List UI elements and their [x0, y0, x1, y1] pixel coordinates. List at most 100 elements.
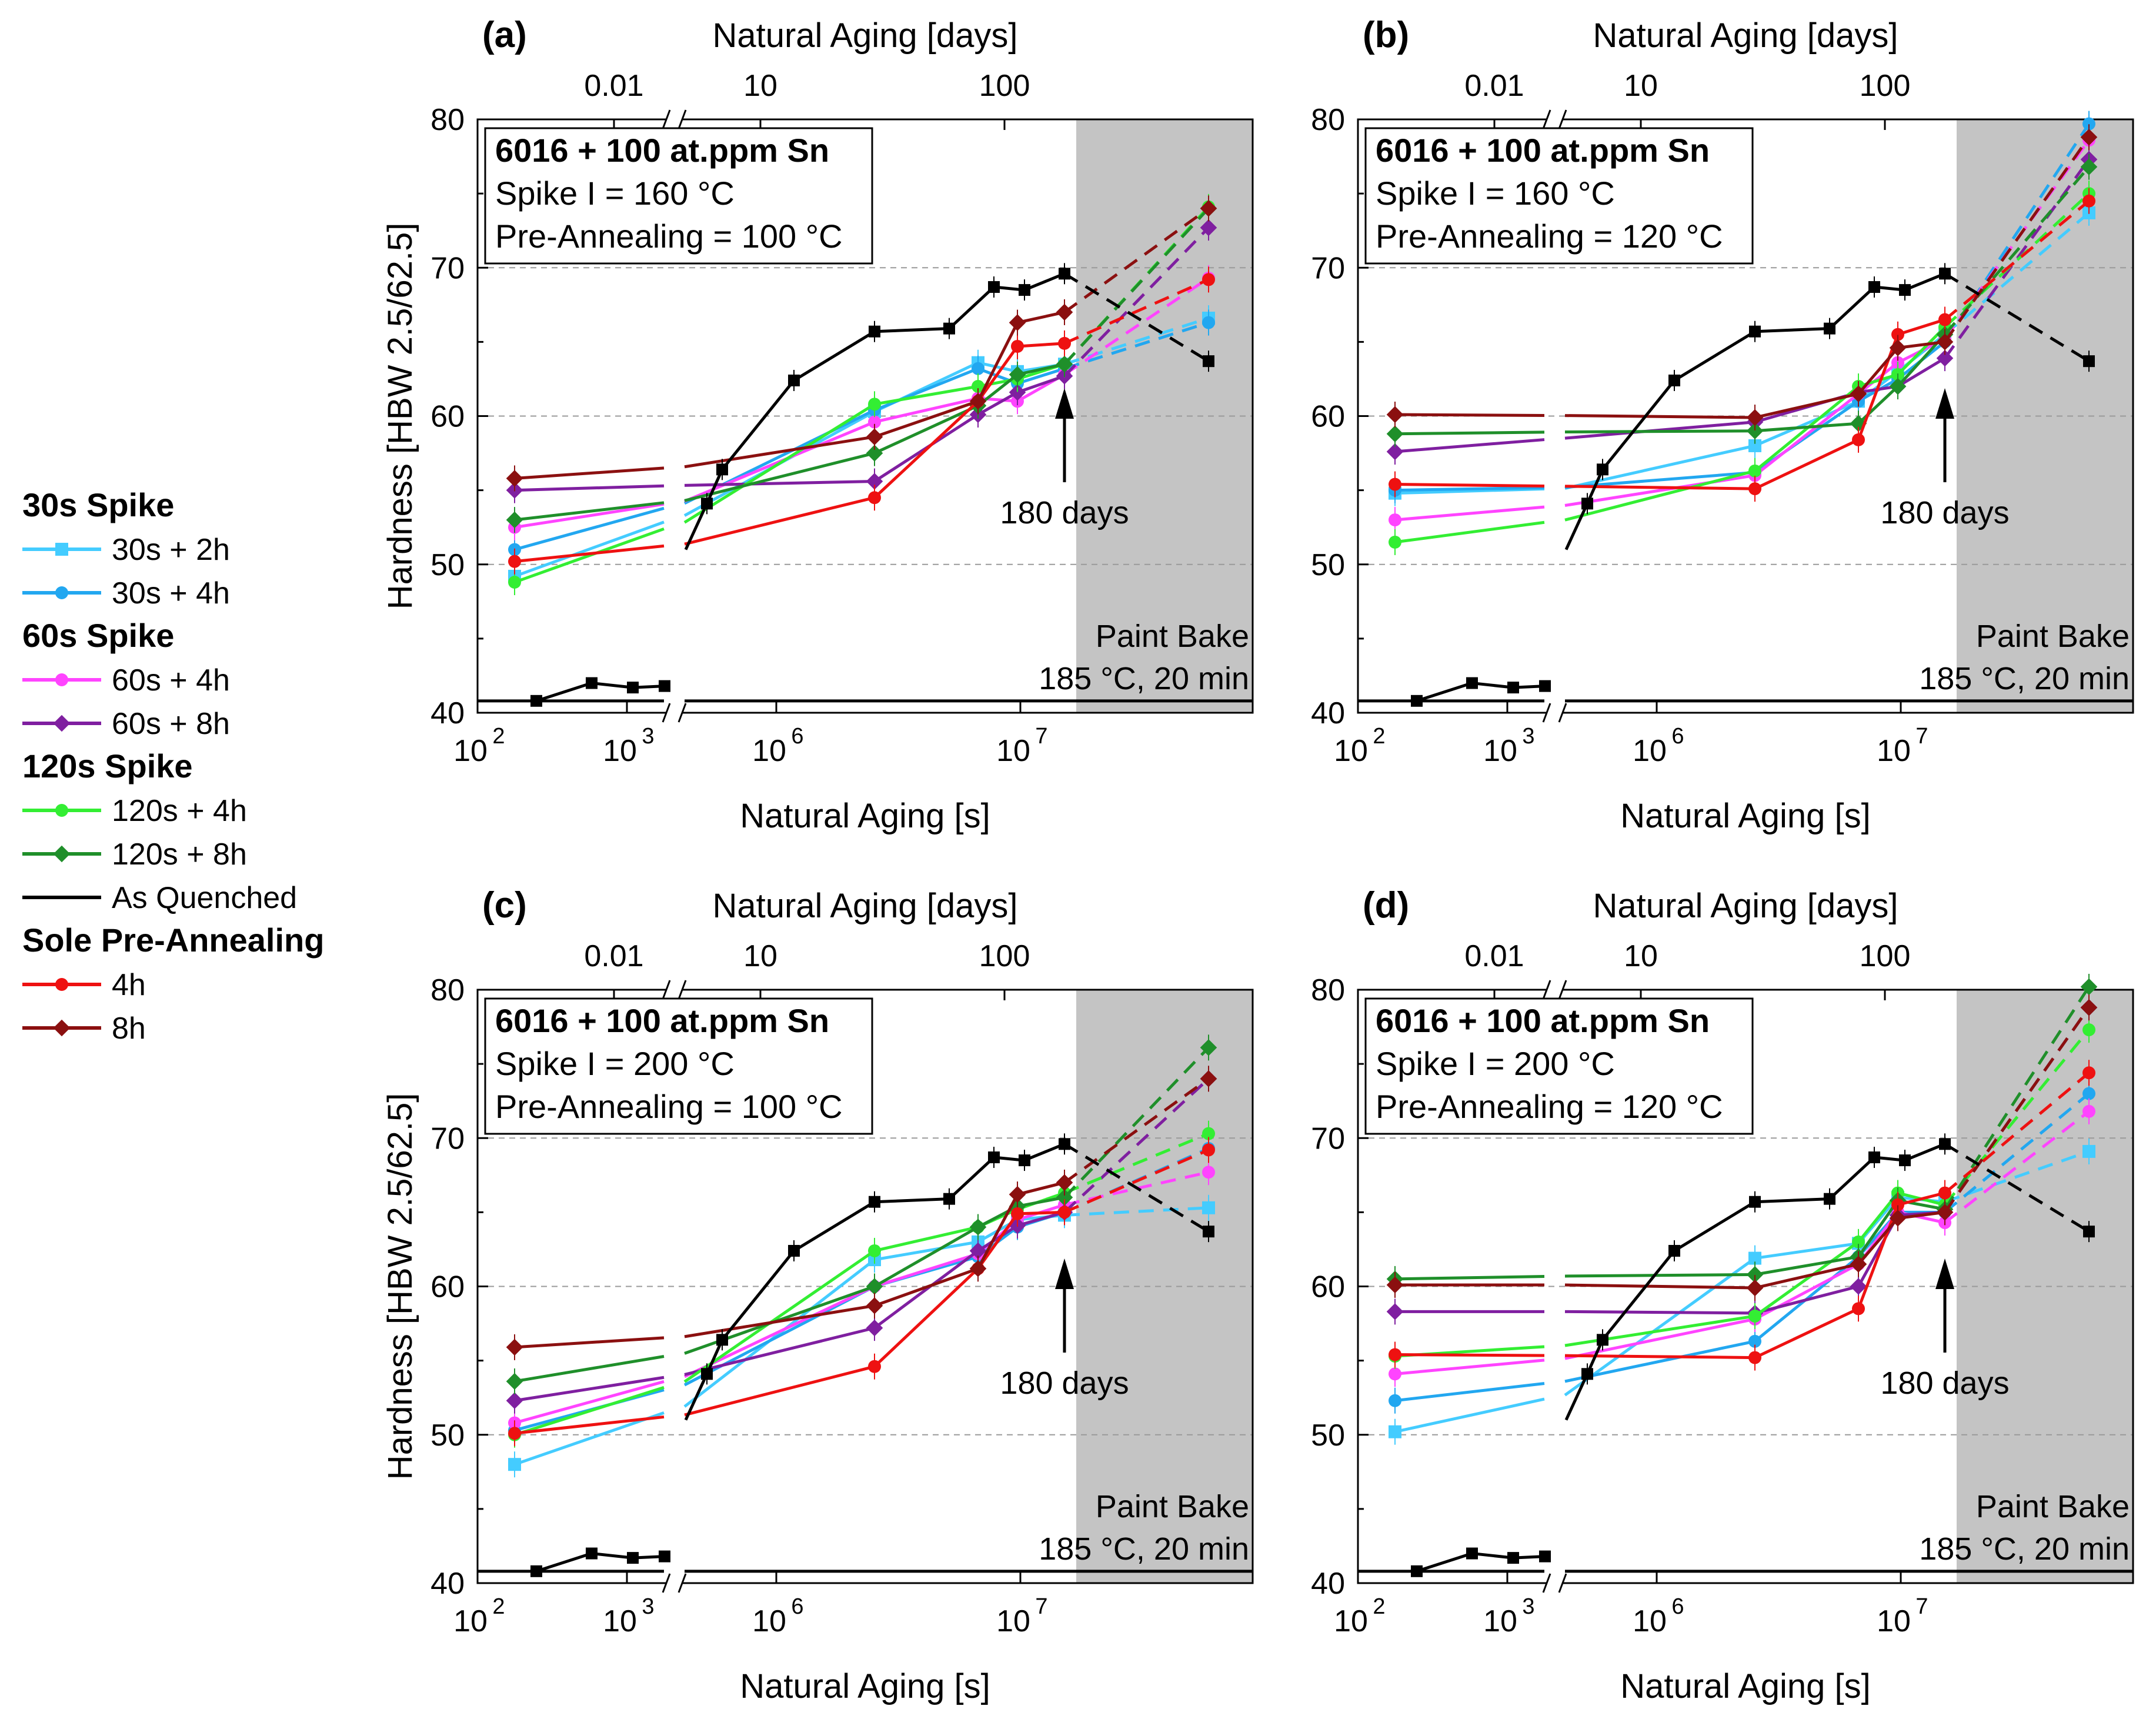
series-6: [1389, 1060, 2095, 1371]
info-box-preanneal: Pre-Annealing = 120 °C: [1376, 1088, 1723, 1125]
aq-main-line-7: [1063, 272, 1210, 363]
aq-early-line-0: [1416, 1552, 1473, 1573]
top-tick-label-0: 0.01: [1464, 69, 1524, 103]
legend-label-2-0: 120s + 4h: [112, 794, 247, 828]
legend-label-3-1: 8h: [112, 1011, 146, 1046]
aq-early-point-3: [659, 1550, 670, 1563]
aq-main-point-4: [1824, 1193, 1835, 1205]
y-tick-label-4: 80: [430, 103, 465, 137]
series-line-4-6: [1897, 318, 1945, 336]
series-point-0-6: [2082, 1144, 2095, 1158]
aq-main-line-3: [874, 1197, 950, 1204]
series-line-dashed-3: [1063, 226, 1210, 378]
series-point-2-2: [868, 415, 881, 429]
legend-group-title-2: 120s Spike: [22, 747, 193, 784]
top-tick-label-2: 100: [1860, 939, 1911, 973]
series-line-2-7: [1754, 392, 1859, 419]
series-point-1-0: [1389, 1394, 1401, 1407]
series-line-a-1: [514, 506, 665, 551]
series-line-b-0: [683, 1258, 876, 1408]
x-tick-label-base-1: 10: [603, 734, 637, 768]
series-point-5-2: [866, 445, 883, 462]
arrow-label: 180 days: [1000, 1366, 1129, 1401]
series-line-2-5: [873, 404, 979, 455]
axis-break-mark-top-1: [677, 109, 687, 129]
y-tick-label-3: 70: [1311, 1121, 1345, 1156]
aq-main-line-3: [1754, 327, 1830, 333]
series-line-dashed-6: [1064, 1149, 1209, 1214]
aq-rise-line: [684, 503, 709, 550]
aq-main-point-6: [1899, 1154, 1911, 1167]
axis-break-mark-bottom-0: [1542, 1573, 1551, 1593]
series-point-1-2: [1748, 1334, 1761, 1348]
series-line-a-6: [1394, 1353, 1545, 1357]
series-line-2-6: [873, 400, 979, 499]
x-tick-label-base-3: 10: [1877, 1604, 1911, 1638]
series-point-4-0: [1389, 535, 1401, 549]
top-tick-label-1: 10: [743, 939, 777, 973]
series-point-5-6: [2080, 158, 2098, 176]
series-point-7-2: [1746, 409, 1764, 426]
x-tick-label-base-2: 10: [752, 1604, 786, 1638]
series-point-2-6: [2082, 1104, 2095, 1118]
axis-break-mark-top-0: [662, 109, 671, 129]
series-line-dashed-3: [1063, 1077, 1210, 1214]
series-point-6-0: [508, 1427, 521, 1440]
paint-bake-label-2: 185 °C, 20 min: [1039, 1531, 1249, 1567]
arrow-head: [1055, 388, 1074, 419]
aq-rise-line: [1564, 503, 1589, 550]
y-tick-label-3: 70: [430, 251, 465, 285]
y-tick-label-1: 50: [430, 548, 465, 582]
axis-break-mark-bottom-1: [1558, 703, 1567, 723]
series-point-6-0: [1389, 1348, 1401, 1361]
series-line-dashed-1: [1943, 123, 2091, 343]
info-box-spike: Spike I = 200 °C: [495, 1045, 735, 1082]
y-tick-label-4: 80: [430, 973, 465, 1007]
x-tick-label-base-3: 10: [1877, 734, 1911, 768]
series-line-2-7: [874, 1267, 979, 1307]
series-line-a-1: [1394, 486, 1545, 492]
axis-break-mark-bottom-0: [662, 1573, 671, 1593]
arrow-head: [1055, 1258, 1074, 1289]
legend-label-0-1: 30s + 4h: [112, 576, 230, 610]
series-line-b-6: [1564, 485, 1755, 490]
series-line-dashed-7: [1943, 1006, 2091, 1213]
top-axis-title: Natural Aging [days]: [1593, 887, 1898, 925]
arrow-head: [1935, 388, 1954, 419]
aq-early-point-0: [530, 695, 542, 707]
series-line-b-7: [684, 435, 875, 469]
aq-main-line-7: [1944, 1143, 2090, 1233]
series-point-0-6: [1202, 1201, 1215, 1214]
series-line-4-7: [1017, 1181, 1065, 1196]
aq-main-point-8: [1203, 355, 1214, 368]
x-tick-label-exp-0: 2: [1373, 724, 1385, 749]
series-7: [1386, 124, 2098, 431]
aq-main-line-6: [1024, 1143, 1065, 1162]
series-point-4-0: [508, 576, 521, 589]
top-tick-label-0: 0.01: [584, 939, 643, 973]
series-point-7-3: [1850, 1256, 1867, 1273]
series-line-2-5: [1754, 422, 1859, 433]
aq-early-point-3: [1539, 680, 1551, 692]
series-point-4-2: [868, 1244, 881, 1257]
series-line-4-5: [1017, 1196, 1065, 1208]
series-6: [508, 266, 1215, 575]
aq-main-line-3: [1754, 1197, 1830, 1204]
series-line-3-6: [976, 1213, 1019, 1270]
series-line-dashed-2: [1063, 276, 1210, 376]
series-point-6-2: [1748, 1351, 1761, 1364]
series-point-7-4: [1889, 1210, 1907, 1227]
x-tick-label-exp-0: 2: [1373, 1594, 1385, 1619]
series-point-6-6: [1202, 273, 1215, 286]
series-line-2-7: [1754, 1263, 1859, 1290]
series-line-3-0: [977, 361, 1018, 373]
series-line-dashed-4: [1944, 1029, 2090, 1206]
info-box-title: 6016 + 100 at.ppm Sn: [495, 1002, 829, 1039]
series-line-dashed-2: [1944, 1110, 2090, 1224]
series-line-dashed-6: [1063, 278, 1210, 345]
aq-main-point-3: [869, 1196, 880, 1208]
info-box-title: 6016 + 100 at.ppm Sn: [495, 132, 829, 169]
series-point-3-4: [1009, 383, 1026, 401]
